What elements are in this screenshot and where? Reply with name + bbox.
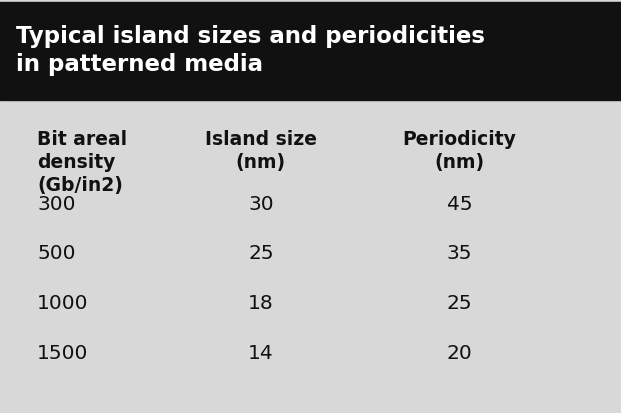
Text: Island size
(nm): Island size (nm) (205, 130, 317, 172)
Text: 45: 45 (446, 195, 473, 214)
Text: 30: 30 (248, 195, 274, 214)
Text: Periodicity
(nm): Periodicity (nm) (402, 130, 517, 172)
Text: 35: 35 (446, 244, 473, 263)
Text: 1000: 1000 (37, 294, 89, 313)
Text: 300: 300 (37, 195, 76, 214)
Text: 14: 14 (248, 344, 274, 363)
Text: Typical island sizes and periodicities
in patterned media: Typical island sizes and periodicities i… (16, 25, 484, 76)
Bar (0, 2, 621, 100)
Text: 18: 18 (248, 294, 274, 313)
Text: Bit areal
density
(Gb/in2): Bit areal density (Gb/in2) (37, 130, 127, 195)
Text: 20: 20 (446, 344, 473, 363)
Text: 25: 25 (248, 244, 274, 263)
Text: 25: 25 (446, 294, 473, 313)
Text: 500: 500 (37, 244, 76, 263)
Text: 1500: 1500 (37, 344, 89, 363)
